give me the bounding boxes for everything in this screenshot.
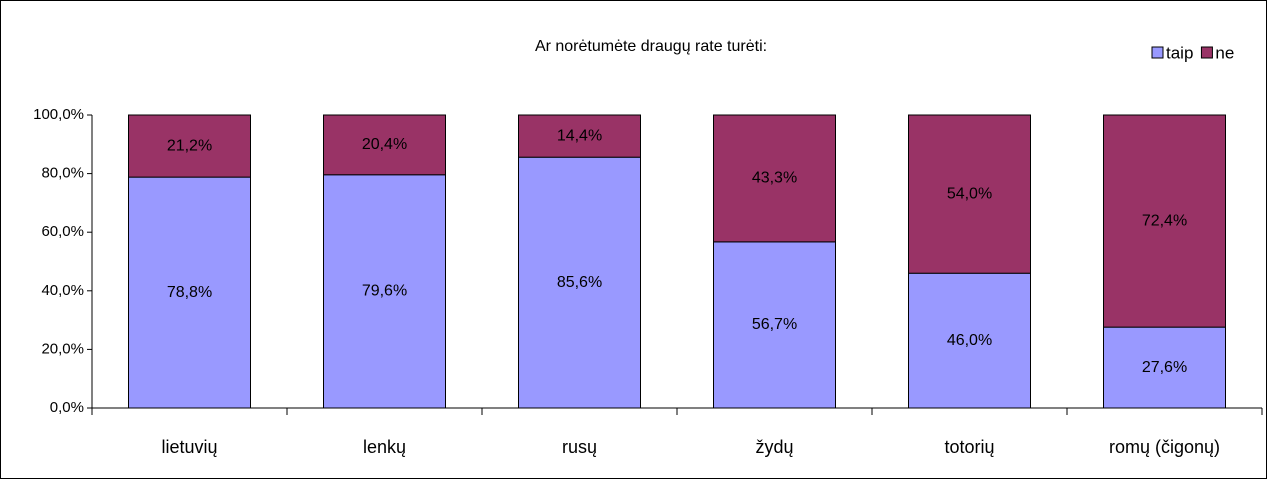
y-tick-label: 20,0% <box>41 340 84 357</box>
x-tick-label: totorių <box>944 437 994 457</box>
bar-segment <box>713 241 836 409</box>
legend-swatch <box>1151 46 1164 59</box>
data-label: 72,4% <box>1142 212 1187 229</box>
bar-segment <box>128 176 251 409</box>
data-label: 54,0% <box>947 185 992 202</box>
bar-segment <box>518 156 641 409</box>
bar-segment <box>1103 326 1226 409</box>
y-tick-label: 40,0% <box>41 282 84 299</box>
y-tick-label: 80,0% <box>41 165 84 182</box>
data-label: 85,6% <box>557 274 602 291</box>
legend-swatch <box>1200 46 1213 59</box>
data-label: 21,2% <box>167 137 212 154</box>
bar-segment <box>518 114 641 158</box>
y-tick-label: 0,0% <box>50 399 84 416</box>
data-label: 43,3% <box>752 170 797 187</box>
data-label: 27,6% <box>1142 359 1187 376</box>
bar-segment <box>908 272 1031 409</box>
data-label: 20,4% <box>362 136 407 153</box>
bar-segment <box>1103 114 1226 328</box>
bar-segment <box>128 114 251 178</box>
legend-label: taip <box>1166 43 1193 62</box>
y-tick-label: 100,0% <box>33 106 84 123</box>
bar-segment <box>323 114 446 176</box>
data-label: 56,7% <box>752 316 797 333</box>
x-tick-label: rusų <box>562 437 597 457</box>
x-tick-label: romų (čigonų) <box>1109 437 1220 457</box>
y-tick-label: 60,0% <box>41 223 84 240</box>
bar-segment <box>713 114 836 243</box>
data-label: 14,4% <box>557 127 602 144</box>
data-label: 79,6% <box>362 283 407 300</box>
chart-title: Ar norėtumėte draugų rate turėti: <box>535 38 767 55</box>
x-tick-label: lietuvių <box>161 437 217 457</box>
data-label: 78,8% <box>167 284 212 301</box>
x-tick-label: žydų <box>755 437 793 457</box>
bar-segment <box>908 114 1031 274</box>
legend-label: ne <box>1215 43 1234 62</box>
bar-segment <box>323 174 446 409</box>
data-label: 46,0% <box>947 332 992 349</box>
x-tick-label: lenkų <box>363 437 406 457</box>
